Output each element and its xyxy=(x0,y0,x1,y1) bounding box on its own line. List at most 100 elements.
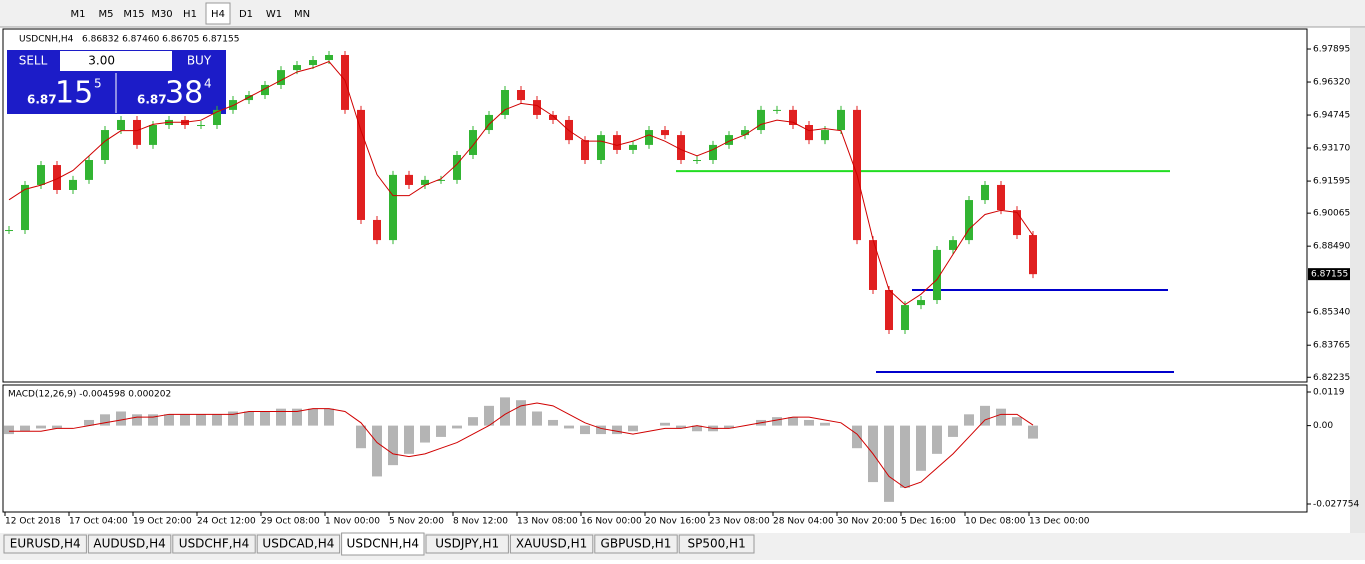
y-tick-label: 6.90065 xyxy=(1313,209,1350,219)
bid-big: 6.87 xyxy=(27,93,57,107)
x-tick-label: 1 Nov 00:00 xyxy=(325,517,380,527)
candle xyxy=(309,60,317,66)
candle xyxy=(693,160,701,162)
tab[interactable]: SP500,H1 xyxy=(687,537,745,551)
macd-bar xyxy=(452,425,462,429)
x-tick-label: 10 Dec 08:00 xyxy=(965,517,1026,527)
macd-bar xyxy=(932,425,942,454)
y-tick-label: 6.83765 xyxy=(1313,341,1350,351)
macd-bar xyxy=(724,425,734,429)
tab-box[interactable] xyxy=(678,534,755,554)
moving-average xyxy=(8,60,1034,306)
candle xyxy=(901,305,909,331)
x-tick-label: 28 Nov 04:00 xyxy=(773,517,834,527)
y-tick-label: 6.91595 xyxy=(1313,177,1350,187)
candle xyxy=(453,154,461,180)
candle xyxy=(277,70,285,85)
candle xyxy=(389,174,397,241)
macd-bar xyxy=(564,425,574,429)
candle xyxy=(581,140,589,161)
macd-bar xyxy=(356,425,366,449)
y-tick-label: 6.82235 xyxy=(1313,373,1350,383)
timeframe[interactable]: H4 xyxy=(211,9,225,20)
timeframe[interactable]: M1 xyxy=(71,9,86,20)
candle xyxy=(357,109,365,220)
tab-box[interactable] xyxy=(3,534,87,554)
y-tick-label: -0.027754 xyxy=(1313,499,1359,509)
tab-box[interactable] xyxy=(256,534,341,554)
candle xyxy=(501,89,509,115)
timeframe[interactable]: MN xyxy=(294,9,310,20)
tab[interactable]: AUDUSD,H4 xyxy=(93,537,165,551)
macd-bar xyxy=(420,425,430,443)
macd-bar xyxy=(692,425,702,432)
macd-bar xyxy=(532,411,542,426)
x-tick-label: 29 Oct 08:00 xyxy=(261,517,320,527)
y-tick-label: 0.00 xyxy=(1313,421,1333,431)
tab[interactable]: USDCHF,H4 xyxy=(179,537,249,551)
macd-bar xyxy=(980,405,990,426)
x-tick-label: 24 Oct 12:00 xyxy=(197,517,256,527)
macd-bar xyxy=(948,425,958,437)
candle xyxy=(149,125,157,145)
timeframe[interactable]: M15 xyxy=(123,9,144,20)
x-tick-label: 13 Nov 08:00 xyxy=(517,517,578,527)
tab[interactable]: USDCNH,H4 xyxy=(347,537,420,551)
tab-box[interactable] xyxy=(594,534,678,554)
price-label: 6.87155 xyxy=(1311,270,1348,280)
timeframe[interactable]: D1 xyxy=(239,9,253,20)
macd-bar xyxy=(820,422,830,426)
macd-bar xyxy=(116,411,126,426)
timeframe[interactable]: W1 xyxy=(266,9,282,20)
candle xyxy=(949,240,957,250)
candle xyxy=(917,300,925,306)
candle xyxy=(773,109,781,111)
tab[interactable]: XAUUSD,H1 xyxy=(516,537,587,551)
tab[interactable]: GBPUSD,H1 xyxy=(601,537,672,551)
timeframe[interactable]: M30 xyxy=(151,9,172,20)
tab[interactable]: USDCAD,H4 xyxy=(262,537,334,551)
tab-box[interactable] xyxy=(172,534,256,554)
candle xyxy=(709,144,717,161)
tab-box[interactable] xyxy=(425,534,509,554)
candle xyxy=(741,130,749,136)
y-tick-label: 6.88490 xyxy=(1313,242,1350,252)
candle xyxy=(789,109,797,126)
timeframe[interactable]: H1 xyxy=(183,9,197,20)
candle xyxy=(805,125,813,141)
candle xyxy=(725,135,733,145)
timeframe[interactable]: M5 xyxy=(99,9,114,20)
tab-box[interactable] xyxy=(509,534,594,554)
bid-point: 5 xyxy=(94,77,102,91)
macd-bar xyxy=(596,425,606,435)
tab[interactable]: USDJPY,H1 xyxy=(435,537,499,551)
candle xyxy=(821,130,829,141)
lot-field[interactable] xyxy=(60,51,172,71)
tab[interactable]: EURUSD,H4 xyxy=(10,537,81,551)
sell-button[interactable]: SELL xyxy=(19,54,48,68)
macd-bar xyxy=(36,425,46,429)
macd-bar xyxy=(580,425,590,435)
x-tick-label: 20 Nov 16:00 xyxy=(645,517,706,527)
tab-box[interactable] xyxy=(341,532,425,556)
ask-big: 6.87 xyxy=(137,93,167,107)
candle xyxy=(85,160,93,180)
buy-button[interactable]: BUY xyxy=(187,54,212,68)
macd-bar xyxy=(292,408,302,426)
x-tick-label: 5 Nov 20:00 xyxy=(389,517,444,527)
candle xyxy=(373,219,381,241)
price-frame xyxy=(2,28,1308,383)
side-bar xyxy=(1350,28,1365,533)
candle xyxy=(5,230,13,232)
tab-box[interactable] xyxy=(87,534,172,554)
y-tick-label: 6.94745 xyxy=(1313,111,1350,121)
macd-bar xyxy=(676,425,686,429)
macd-bar xyxy=(84,419,94,426)
candle xyxy=(533,100,541,115)
candle xyxy=(677,135,685,161)
x-tick-label: 17 Oct 04:00 xyxy=(69,517,128,527)
macd-bar xyxy=(660,422,670,426)
ask-pips: 38 xyxy=(165,76,203,111)
candle xyxy=(549,114,557,120)
